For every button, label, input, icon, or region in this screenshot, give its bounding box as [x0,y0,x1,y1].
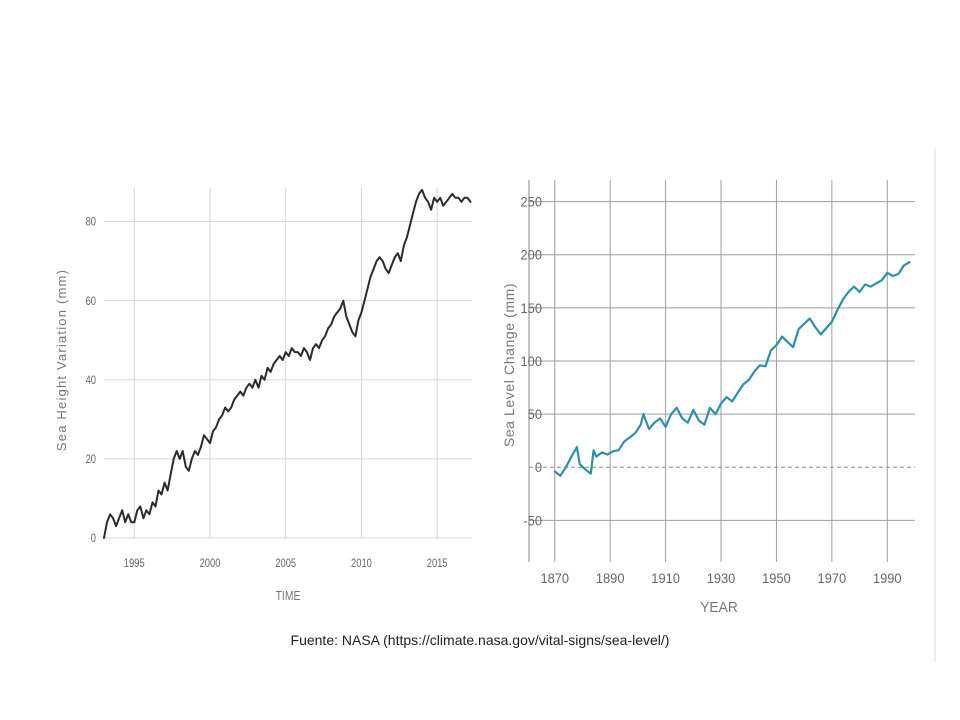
series-line [103,188,472,539]
y-tick-label: 20 [86,453,96,466]
x-tick-label: 1995 [124,557,145,570]
sea-height-variation-chart: 0 20 40 60 80 1995 2000 2005 2010 2015 TIME Sea Hei… [54,188,472,603]
x-tick-label: 1950 [762,571,791,587]
x-tick-label: 1910 [651,571,680,587]
sea-level-change-chart: -50 0 50 100 150 200 250 1870 1890 1910 1930 1950 19… [501,180,915,616]
source-caption: Fuente: NASA (https://climate.nasa.gov/v… [290,632,670,648]
x-tick-label: 2010 [351,557,372,570]
x-tick-label: 1930 [707,571,736,587]
x-axis-title: TIME [276,589,301,603]
x-tick-label: 1890 [596,571,625,587]
x-axis-title: YEAR [700,600,738,617]
x-tick-label: 2005 [275,557,296,570]
y-tick-label: 50 [528,407,542,423]
x-tick-label: 2015 [427,557,448,570]
y-tick-label: 60 [86,295,96,308]
series-line [553,261,911,477]
y-tick-label: 0 [91,532,96,545]
y-tick-label: 200 [521,247,542,263]
x-tick-label: 1970 [818,571,847,587]
y-tick-label: 40 [86,374,96,387]
y-tick-label: 250 [521,194,542,210]
y-tick-label: 150 [521,300,542,316]
x-tick-label: 1870 [540,571,569,587]
x-tick-label: 2000 [200,557,221,570]
y-axis-title: Sea Height Variation (mm) [54,269,69,451]
y-axis-title: Sea Level Change (mm) [501,283,517,447]
y-tick-label: 100 [521,353,542,369]
y-tick-label: -50 [523,513,542,529]
y-tick-label: 0 [535,460,542,476]
y-tick-label: 80 [86,216,96,229]
x-tick-label: 1990 [873,571,902,587]
